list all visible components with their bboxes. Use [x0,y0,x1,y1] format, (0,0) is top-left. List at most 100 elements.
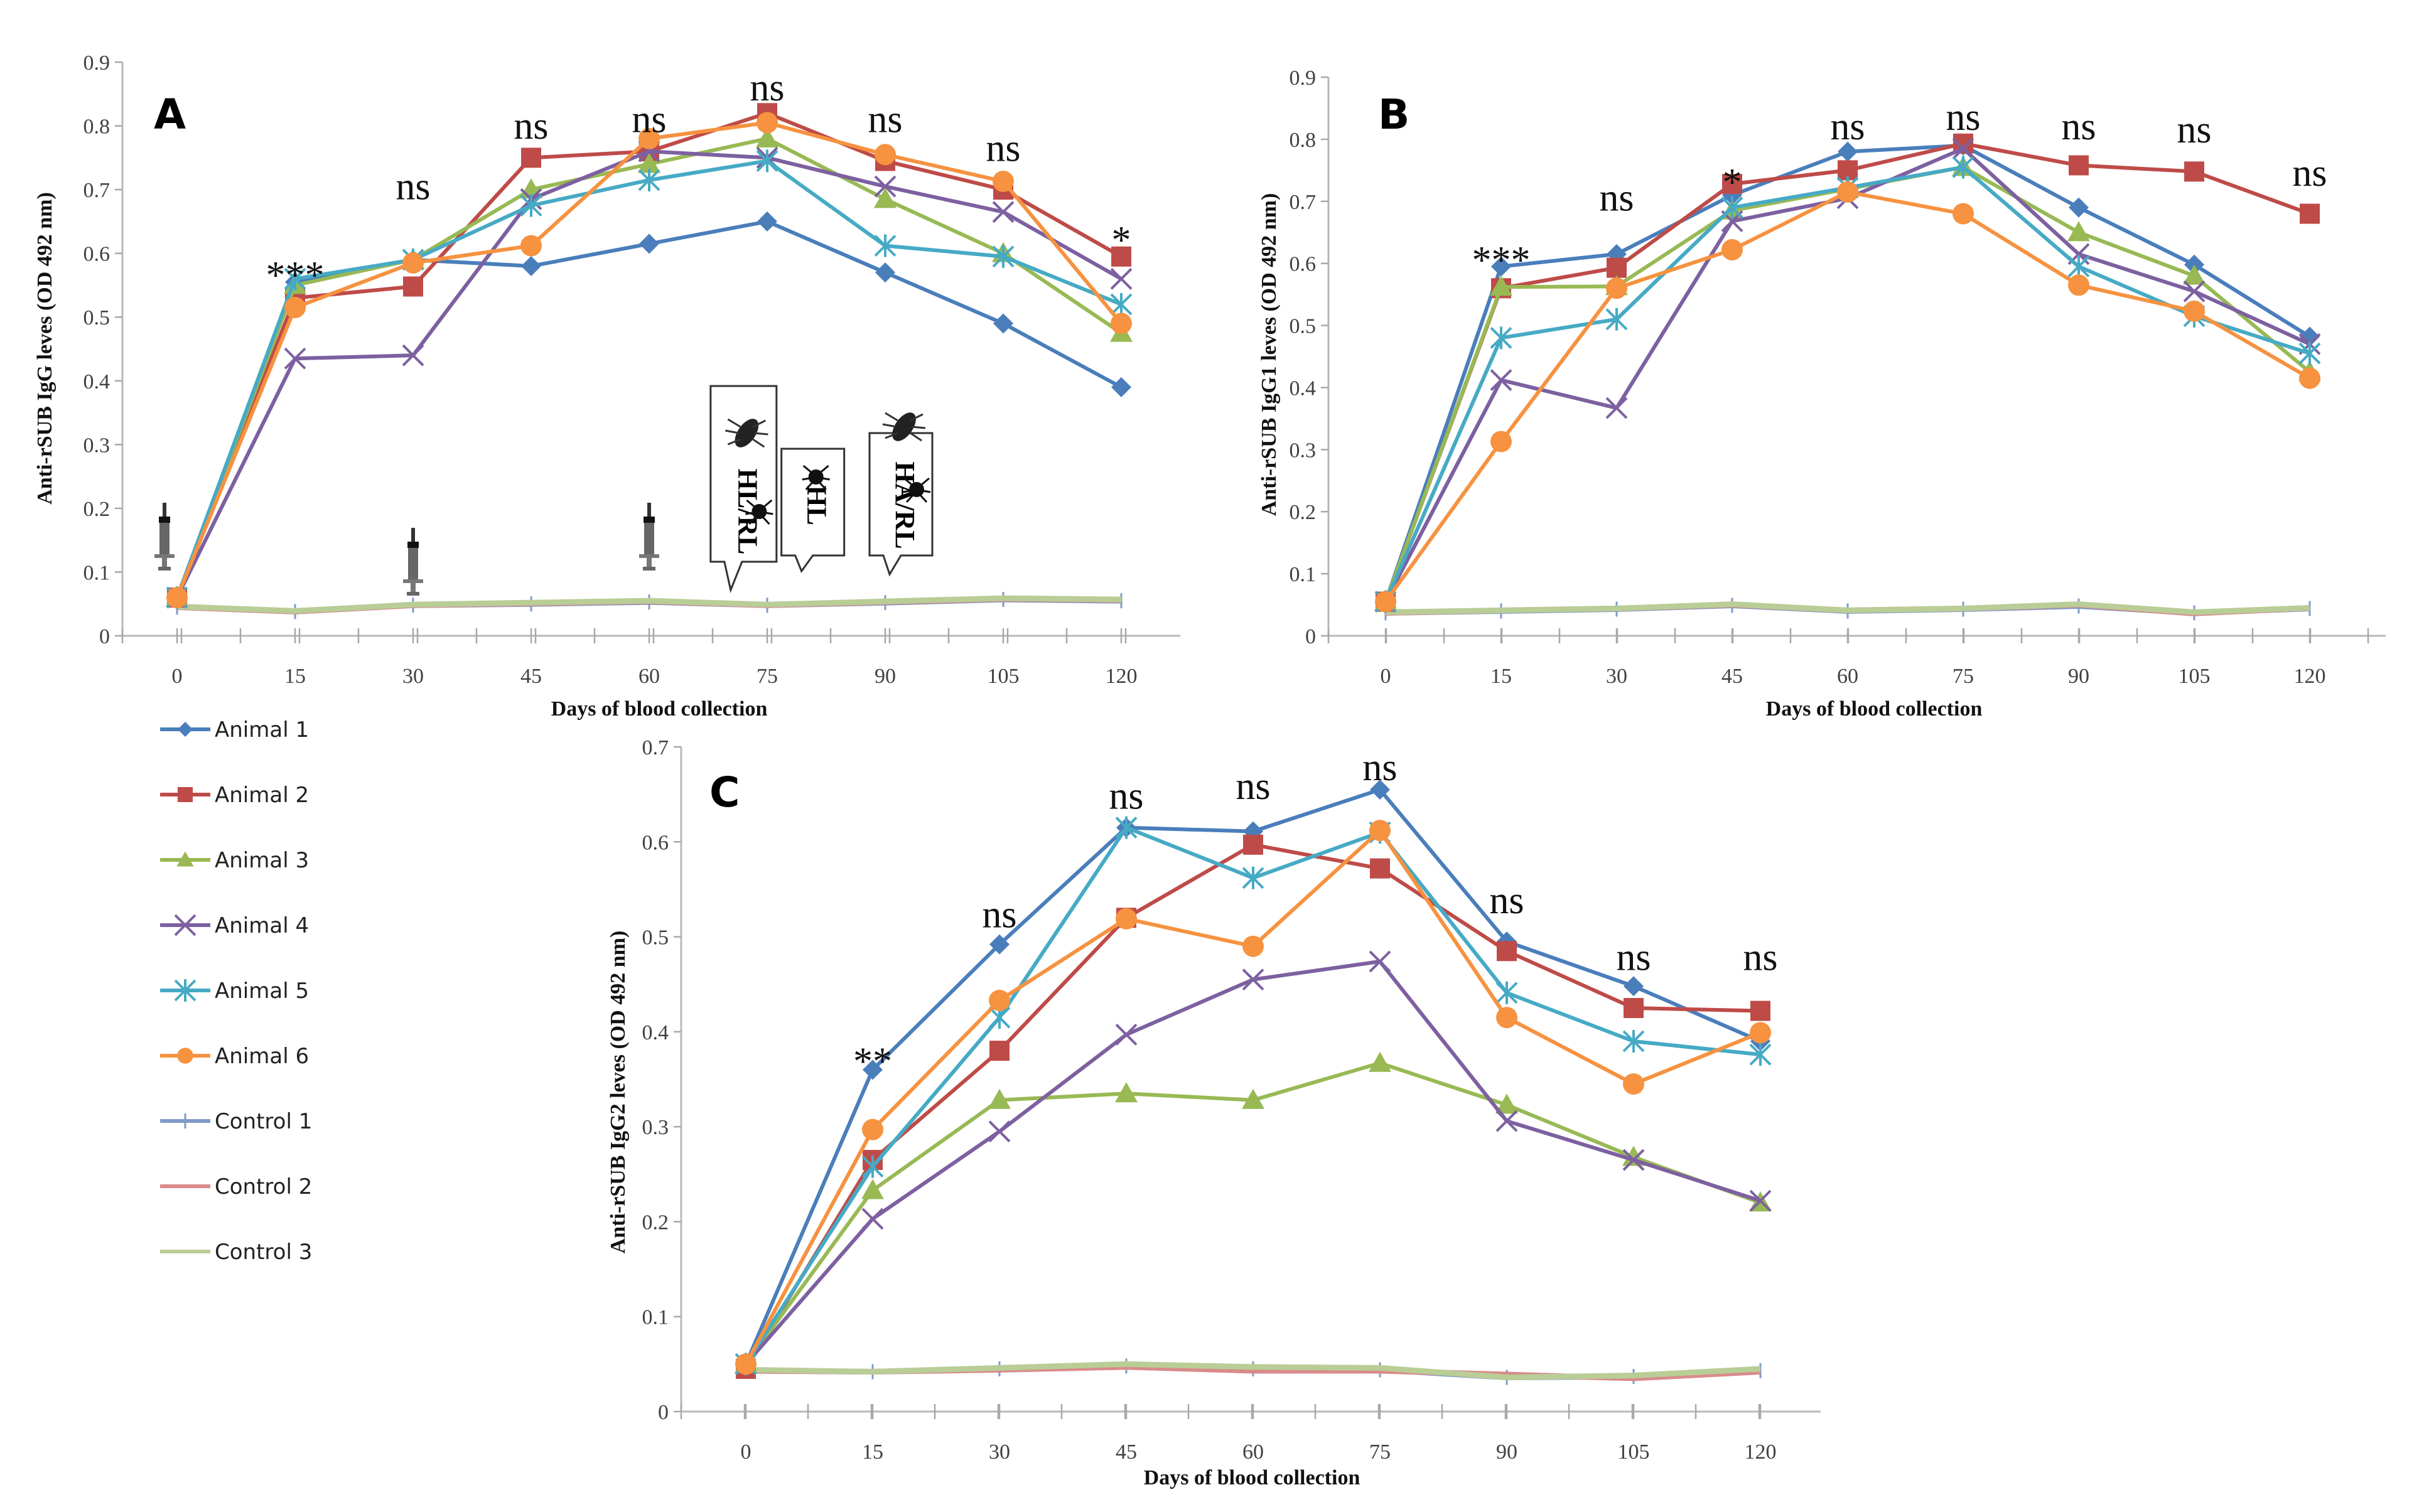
panel-a-ylabel: Anti-rSUB IgG leves (OD 492 nm) [33,192,57,505]
legend-label: Animal 3 [215,848,309,873]
panel-a-point-animal-6 [284,296,306,318]
panel-a-point-animal-5 [1110,292,1133,316]
panel-a: 0 0.1 0.2 0.3 0.4 0.5 0.6 0.7 0.8 0.9 0 15 30 45 60 75 9… [33,51,1180,721]
panel-a-point-animal-2 [403,276,423,297]
legend-marker [178,722,193,737]
panel-c-point-animal-3 [1495,1093,1518,1114]
panel-b-ytick-label: 0.8 [1290,129,1317,152]
panel-b: 0 0.1 0.2 0.3 0.4 0.5 0.6 0.7 0.8 0.9 0 15 30 45 60 75 9… [1258,67,2386,721]
panel-b-ytick-label: 0.4 [1290,377,1317,400]
legend-marker [176,851,194,867]
tick-infestation-callout: HA/RL [868,407,934,577]
legend-label: Animal 5 [215,979,309,1004]
panel-c-xtick-label: 90 [1496,1440,1517,1464]
panel-c-point-animal-2 [1624,998,1644,1019]
panel-c-xtick-label: 75 [1369,1440,1391,1464]
panel-c-point-animal-5 [1749,1043,1772,1066]
panel-b-xtick-label: 30 [1606,665,1627,688]
panel-a-ytick-label: 0.5 [83,306,110,330]
panel-c-ytick-label: 0.4 [642,1021,669,1044]
panel-b-line-control-3 [1385,601,2310,615]
panel-b-point-animal-1 [1491,256,1511,277]
panel-c-point-animal-3 [861,1179,884,1199]
panel-c-xtick-label: 60 [1242,1440,1264,1464]
panel-b-point-animal-5 [2067,255,2090,278]
panel-b-point-animal-2 [1722,174,1742,195]
panel-c-point-animal-3 [988,1088,1011,1109]
panel-c-letter: C [709,768,740,817]
panel-b-point-animal-5 [1490,326,1512,350]
tick-infestation-callout: HL/RL [709,385,778,594]
panel-b-ytick-label: 0.3 [1290,439,1317,462]
panel-c-significance-label: ns [1236,765,1270,808]
panel-c-series-animal-4 [735,950,1772,1375]
panel-a-syringes [154,502,659,596]
panel-a-xtick-label: 45 [520,665,542,688]
panel-b-xtick-label: 15 [1490,665,1512,688]
panel-c-significance-label: ns [1616,936,1651,979]
panel-a-point-animal-4 [284,347,306,370]
panel-a-ytick-label: 0.4 [83,370,110,394]
panel-c-ytick-label: 0.7 [642,736,669,759]
panel-b-point-animal-5 [1721,196,1743,219]
callout-label: HA/RL [890,461,920,549]
legend-item-control-1: Control 1 [160,1109,312,1134]
panel-a-point-animal-6 [993,170,1014,192]
legend-item-animal-1: Animal 1 [160,717,309,743]
panel-c-point-animal-4 [861,1208,884,1230]
panel-a-xtick-label: 75 [757,665,778,688]
legend-label: Control 1 [215,1109,312,1134]
panel-b-series-animal-1 [1376,135,2320,612]
panel-b-series-animal-6 [1375,181,2320,613]
panel-a-xtick-label: 105 [988,665,1020,688]
panel-a-xtick-label: 120 [1106,665,1138,688]
panel-a-ytick-label: 0.2 [83,498,110,521]
panel-b-ytick-label: 0.7 [1290,191,1317,214]
panel-c-annotations: ** ns ns ns ns ns ns ns [853,746,1778,1083]
legend-label: Animal 1 [215,717,309,743]
panel-a-point-animal-3 [874,188,897,208]
panel-b-xtick-label: 45 [1721,665,1743,688]
legend-label: Animal 4 [215,913,309,938]
legend-item-animal-4: Animal 4 [160,913,309,938]
callout-box [709,385,778,594]
panel-b-xtick-label: 0 [1381,665,1391,688]
panel-c-point-animal-5 [1495,981,1518,1004]
panel-a-point-animal-5 [756,149,778,173]
panel-a-point-animal-3 [638,153,660,173]
panel-a-ytick-label: 0.6 [83,243,110,266]
legend-label: Animal 2 [215,783,309,808]
panel-a-point-animal-1 [875,262,895,283]
legend: Animal 1 Animal 2 Animal 3 Animal 4 Animal 5… [160,717,312,1265]
panel-c-point-animal-6 [1369,820,1391,842]
legend-label: Control 3 [215,1240,312,1265]
panel-c-point-animal-5 [1115,816,1138,839]
legend-item-animal-5: Animal 5 [160,979,309,1004]
legend-label: Control 2 [215,1174,312,1199]
panel-b-point-animal-5 [1952,156,1974,179]
panel-a-ytick-label: 0.1 [83,561,110,584]
panel-c-point-animal-4 [1749,1189,1772,1212]
panel-a-point-animal-6 [166,587,188,609]
panel-b-point-animal-5 [1605,308,1628,331]
legend-item-control-2: Control 2 [160,1174,312,1199]
panel-a-point-animal-6 [520,235,542,257]
panel-b-point-animal-6 [1375,591,1396,613]
panel-b-point-animal-6 [2068,274,2089,296]
panel-c-significance-label: ns [1109,775,1143,817]
panel-c-point-animal-1 [1624,976,1644,997]
panel-c-point-animal-2 [1750,1000,1770,1021]
panel-c-point-animal-5 [1242,866,1264,889]
panel-a-point-animal-3 [756,127,778,147]
panel-b-xtick-label: 120 [2294,665,2326,688]
panel-a-xlabel: Days of blood collection [551,697,768,721]
panel-c-point-animal-1 [989,934,1010,955]
panel-c-point-animal-6 [735,1353,757,1375]
panel-a-significance-label: ns [986,127,1020,169]
panel-c-xtick-label: 0 [741,1440,751,1464]
panel-c-line-animal-4 [744,959,1761,1366]
panel-a-point-animal-5 [284,267,306,291]
panel-c-xtick-label: 45 [1116,1440,1137,1464]
legend-marker [174,914,197,936]
syringe-icon [639,502,659,571]
